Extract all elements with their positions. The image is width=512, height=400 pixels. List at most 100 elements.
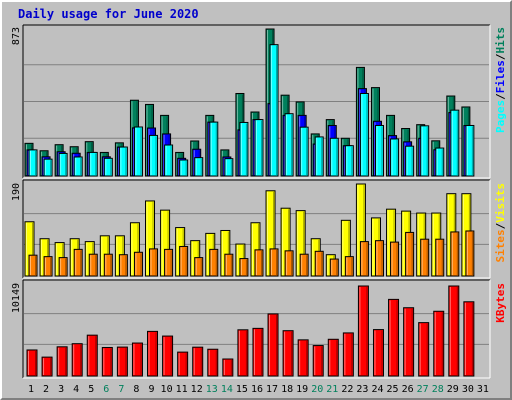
- sites-bar: [299, 253, 309, 277]
- x-tick-label: 3: [58, 384, 64, 395]
- x-tick-label: 4: [73, 384, 79, 395]
- kbytes-bar: [282, 330, 294, 377]
- pages-bar: [299, 126, 309, 177]
- sites-bar: [28, 254, 38, 277]
- sites-bar: [390, 241, 400, 277]
- sites-bar: [73, 248, 83, 277]
- x-tick-label: 29: [447, 384, 459, 395]
- sites-bar: [254, 249, 264, 277]
- kbytes-bar: [327, 338, 339, 377]
- hits-legend-separator: /: [494, 53, 507, 60]
- pages-bar: [209, 121, 219, 177]
- x-tick-label: 30: [462, 384, 474, 395]
- sites-bar: [359, 241, 369, 277]
- sites-bar: [149, 248, 159, 277]
- sites-bar: [314, 250, 324, 277]
- hits-legend: Pages/Files/Hits: [494, 27, 507, 133]
- sites-bar: [405, 231, 415, 277]
- x-tick-label: 6: [103, 384, 109, 395]
- sites-bar: [88, 253, 98, 277]
- x-tick-label: 22: [341, 384, 353, 395]
- pages-bar: [179, 159, 189, 177]
- x-tick-label: 25: [387, 384, 399, 395]
- pages-bar: [133, 126, 143, 177]
- x-tick-label: 2: [43, 384, 49, 395]
- x-tick-label: 18: [281, 384, 293, 395]
- pages-bar: [465, 124, 475, 177]
- pages-bar: [450, 109, 460, 177]
- sites-bar: [465, 230, 475, 277]
- visits-legend-separator: /: [494, 222, 507, 229]
- x-tick-label: 14: [221, 384, 233, 395]
- sites-bar: [435, 238, 445, 277]
- pages-bar: [329, 137, 339, 177]
- kbytes-bar: [177, 351, 189, 377]
- sites-bar: [239, 258, 249, 277]
- visits-legend-sites: Sites: [494, 229, 507, 262]
- kbytes-ymax-label: 10149: [11, 283, 22, 313]
- graph-title: Daily usage for June 2020: [18, 7, 199, 21]
- kbytes-bar: [403, 307, 415, 377]
- x-tick-label: 5: [88, 384, 94, 395]
- hits-legend-files: Files: [494, 60, 507, 93]
- x-tick-label: 8: [133, 384, 139, 395]
- visits-ymax-label: 190: [11, 183, 22, 201]
- x-tick-label: 20: [311, 384, 323, 395]
- pages-bar: [269, 44, 279, 177]
- pages-bar: [314, 136, 324, 177]
- sites-bar: [224, 253, 234, 277]
- hits-legend-pages: Pages: [494, 100, 507, 133]
- sites-bar: [43, 256, 53, 277]
- sites-bar: [209, 248, 219, 277]
- sites-bar: [118, 254, 128, 277]
- kbytes-bar: [162, 335, 174, 377]
- kbytes-bar: [372, 329, 384, 377]
- x-tick-label: 11: [176, 384, 188, 395]
- x-tick-label: 23: [356, 384, 368, 395]
- kbytes-bar: [388, 298, 400, 377]
- kbytes-bar: [433, 310, 445, 377]
- kbytes-bar: [147, 330, 159, 377]
- visits-legend-visits: Visits: [494, 183, 507, 223]
- kbytes-bar: [448, 285, 460, 377]
- kbytes-bar: [267, 313, 279, 377]
- visits-legend: Sites/Visits: [494, 183, 507, 263]
- x-tick-label: 31: [477, 384, 489, 395]
- kbytes-bar: [207, 348, 219, 377]
- x-tick-label: 19: [296, 384, 308, 395]
- x-tick-label: 9: [149, 384, 155, 395]
- kbytes-bar: [41, 356, 53, 377]
- pages-bar: [58, 152, 68, 177]
- x-tick-label: 27: [417, 384, 429, 395]
- pages-bar: [164, 144, 174, 177]
- pages-bar: [118, 146, 128, 177]
- sites-bar: [194, 257, 204, 277]
- kbytes-bar: [131, 342, 143, 377]
- pages-bar: [88, 151, 98, 177]
- x-tick-label: 1: [28, 384, 34, 395]
- pages-bar: [28, 149, 38, 177]
- x-tick-label: 16: [251, 384, 263, 395]
- kbytes-bar: [237, 329, 249, 377]
- pages-bar: [359, 92, 369, 177]
- pages-bar: [254, 119, 264, 177]
- hits-legend-hits: Hits: [494, 27, 507, 54]
- x-tick-label: 12: [191, 384, 203, 395]
- kbytes-bar: [252, 327, 264, 377]
- sites-bar: [374, 240, 384, 277]
- kbytes-bar: [71, 343, 83, 377]
- kbytes-bar: [26, 349, 38, 377]
- x-tick-label: 15: [236, 384, 248, 395]
- hits-legend-separator: /: [494, 93, 507, 100]
- sites-bar: [284, 250, 294, 277]
- kbytes-bar: [86, 334, 98, 377]
- sites-bar: [329, 258, 339, 277]
- sites-bar: [344, 256, 354, 277]
- kbytes-bar: [101, 346, 113, 377]
- kbytes-bar: [463, 301, 475, 377]
- sites-bar: [420, 238, 430, 277]
- x-tick-label: 10: [161, 384, 173, 395]
- x-tick-label: 17: [266, 384, 278, 395]
- kbytes-bar: [116, 346, 128, 377]
